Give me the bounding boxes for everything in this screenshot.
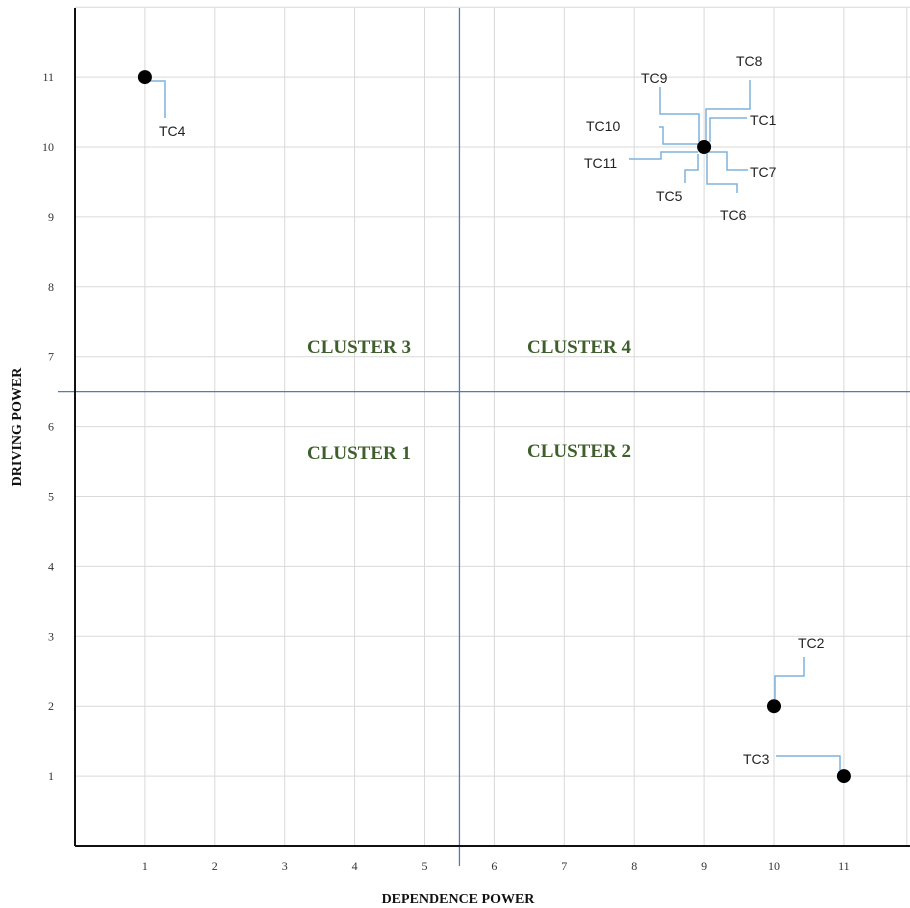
leader-line-tc2 — [774, 657, 805, 699]
x-tick-label: 5 — [422, 859, 428, 873]
x-tick-label: 2 — [212, 859, 218, 873]
point-label-tc7: TC7 — [750, 164, 777, 180]
y-tick-label: 8 — [48, 280, 54, 294]
leader-line-tc6 — [706, 154, 738, 193]
x-tick-label: 9 — [701, 859, 707, 873]
leader-line-tc8 — [705, 80, 751, 142]
point-label-tc6: TC6 — [720, 207, 747, 223]
y-tick-label: 2 — [48, 699, 54, 713]
y-tick-label: 6 — [48, 420, 54, 434]
point-label-tc4: TC4 — [159, 123, 186, 139]
leader-line-tc4 — [148, 80, 166, 118]
x-tick-label: 3 — [282, 859, 288, 873]
cluster-label-1: CLUSTER 1 — [307, 443, 411, 464]
data-point — [767, 699, 781, 714]
x-tick-label: 1 — [142, 859, 148, 873]
x-tick-label: 8 — [631, 859, 637, 873]
y-tick-label: 4 — [48, 559, 54, 573]
leader-line-tc11 — [629, 151, 698, 160]
point-label-tc8: TC8 — [736, 53, 763, 69]
y-axis-title: DRIVING POWER — [10, 367, 25, 487]
data-point — [697, 140, 712, 154]
data-point — [137, 70, 152, 85]
x-tick-label: 10 — [768, 859, 780, 873]
y-tick-label: 11 — [42, 70, 54, 84]
leader-line-tc5 — [684, 154, 699, 183]
point-labels: TC4 TC8 TC9 TC1 TC10 TC11 TC7 TC5 TC6 TC… — [159, 53, 825, 767]
axes — [74, 8, 910, 847]
leader-lines — [148, 80, 841, 770]
point-label-tc9: TC9 — [641, 70, 668, 86]
data-points — [137, 70, 851, 784]
point-label-tc10: TC10 — [586, 118, 620, 134]
point-label-tc11: TC11 — [584, 155, 617, 171]
y-tick-label: 1 — [48, 769, 54, 783]
x-tick-label: 7 — [561, 859, 567, 873]
x-tick-label: 4 — [352, 859, 358, 873]
y-tick-label: 3 — [48, 629, 54, 643]
grid-layer — [75, 6, 910, 846]
y-tick-label: 10 — [42, 140, 54, 154]
y-tick-label: 5 — [48, 490, 54, 504]
data-point — [836, 769, 851, 784]
leader-line-tc3 — [776, 755, 841, 770]
cluster-label-3: CLUSTER 3 — [307, 337, 411, 358]
x-tick-label: 11 — [838, 859, 850, 873]
cluster-labels: CLUSTER 3 CLUSTER 4 CLUSTER 1 CLUSTER 2 — [307, 337, 631, 464]
quadrant-dividers — [58, 8, 910, 866]
point-label-tc3: TC3 — [743, 751, 770, 767]
point-label-tc5: TC5 — [656, 188, 683, 204]
leader-line-tc7 — [709, 151, 748, 171]
x-axis-title: DEPENDENCE POWER — [382, 892, 536, 907]
leader-line-tc10 — [659, 126, 698, 145]
y-tick-label: 7 — [48, 350, 54, 364]
x-tick-label: 6 — [491, 859, 497, 873]
point-label-tc1: TC1 — [750, 112, 777, 128]
cluster-label-2: CLUSTER 2 — [527, 441, 631, 462]
point-label-tc2: TC2 — [798, 635, 825, 651]
cluster-label-4: CLUSTER 4 — [527, 337, 631, 358]
leader-line-tc1 — [709, 117, 747, 142]
leader-line-tc9 — [659, 87, 700, 142]
y-tick-label: 9 — [48, 210, 54, 224]
